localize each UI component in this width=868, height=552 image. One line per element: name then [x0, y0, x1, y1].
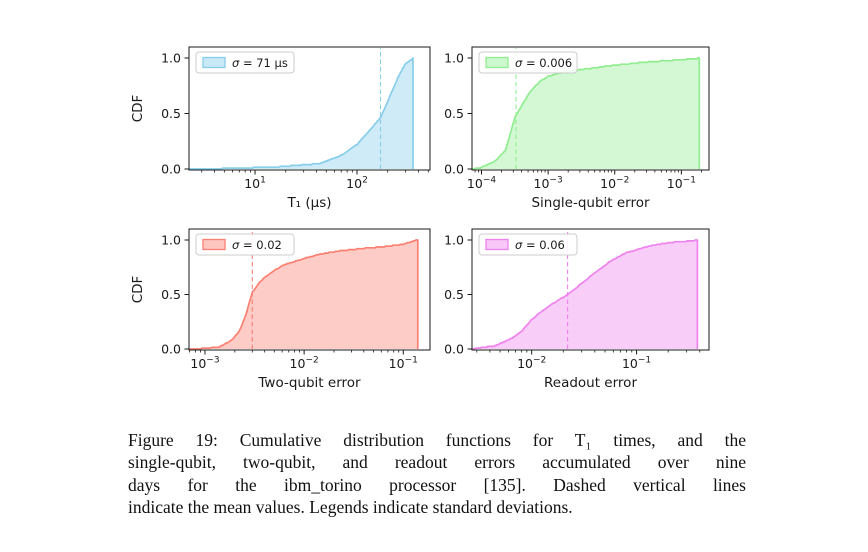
legend: σ = 0.006 [478, 51, 578, 74]
cdf-area [472, 240, 698, 349]
legend-swatch [202, 56, 226, 69]
plot-frame [471, 46, 710, 171]
x-axis-label: Two-qubit error [257, 375, 361, 391]
caption-line: single-qubit, two-qubit, and readout err… [128, 452, 746, 473]
plot-frame [188, 228, 431, 351]
svg-text:1.0: 1.0 [161, 233, 181, 248]
figure-caption: Figure 19: Cumulative distribution funct… [128, 429, 746, 519]
caption-line: Figure 19: Cumulative distribution funct… [128, 430, 746, 450]
svg-text:10−3: 10−3 [190, 356, 219, 372]
svg-text:0.5: 0.5 [161, 106, 181, 121]
cdf-plot-single-qubit-error: 10−4 10−3 10−2 10−1 0.0 0.5 1.0 Single-qubit er… [444, 46, 710, 211]
x-axis-label: Readout error [544, 375, 637, 391]
legend-swatch [202, 238, 226, 251]
svg-text:10−1: 10−1 [389, 356, 418, 372]
svg-text:0.5: 0.5 [444, 287, 464, 302]
svg-text:1.0: 1.0 [444, 233, 464, 248]
svg-text:0.5: 0.5 [444, 106, 464, 121]
legend: σ = 0.06 [478, 233, 578, 256]
legend-label: σ = 0.006 [515, 56, 572, 70]
cdf-plot-t1: 101 102 0.0 0.5 1.0 T₁ (μs) CDF σ = 71 μs [130, 46, 431, 211]
legend-label: σ = 71 μs [232, 56, 288, 70]
svg-text:0.0: 0.0 [161, 342, 181, 357]
cdf-area [189, 240, 418, 349]
svg-text:10−1: 10−1 [667, 176, 696, 192]
svg-text:10−3: 10−3 [534, 176, 563, 192]
x-axis: 101 102 [201, 170, 429, 192]
x-axis: 10−4 10−3 10−2 10−1 [467, 170, 702, 192]
cdf-curve [472, 57, 701, 170]
cdf-curve [472, 239, 699, 350]
legend: σ = 0.02 [195, 233, 295, 256]
legend-swatch [485, 56, 509, 69]
caption-line: indicate the mean values. Legends indica… [128, 497, 573, 518]
svg-text:0.5: 0.5 [161, 287, 181, 302]
x-axis-label: Single-qubit error [531, 195, 650, 211]
svg-text:10−2: 10−2 [290, 356, 319, 372]
svg-text:1.0: 1.0 [161, 51, 181, 66]
svg-text:101: 101 [244, 176, 266, 192]
cdf-plot-two-qubit-error: 10−3 10−2 10−1 0.0 0.5 1.0 Two-qubit error CDF σ… [130, 228, 431, 391]
svg-text:10−4: 10−4 [467, 176, 496, 192]
svg-text:10−2: 10−2 [600, 176, 629, 192]
svg-text:10−2: 10−2 [517, 356, 546, 372]
cdf-curve [189, 57, 414, 170]
cdf-curve [189, 239, 419, 350]
y-axis-label: CDF [130, 95, 146, 123]
legend-label: σ = 0.02 [232, 238, 282, 252]
legend-label: σ = 0.06 [515, 238, 565, 252]
svg-text:0.0: 0.0 [161, 162, 181, 177]
plot-frame [188, 46, 431, 171]
svg-text:10−1: 10−1 [622, 356, 651, 372]
y-axis: 0.0 0.5 1.0 [161, 51, 189, 177]
x-axis: 10−2 10−1 [476, 350, 701, 372]
svg-text:0.0: 0.0 [444, 342, 464, 357]
svg-text:1.0: 1.0 [444, 51, 464, 66]
x-axis: 10−3 10−2 10−1 [189, 350, 418, 372]
legend: σ = 71 μs [195, 51, 295, 74]
y-axis: 0.0 0.5 1.0 [444, 51, 472, 177]
y-axis-label: CDF [130, 276, 146, 304]
plot-frame [471, 228, 710, 351]
legend-swatch [485, 238, 509, 251]
cdf-area [189, 58, 413, 169]
x-axis-label: T₁ (μs) [286, 195, 331, 211]
y-axis: 0.0 0.5 1.0 [161, 233, 189, 357]
caption-line: days for the ibm_torino processor [135].… [128, 474, 746, 495]
svg-text:102: 102 [346, 176, 368, 192]
cdf-area [472, 58, 700, 169]
y-axis: 0.0 0.5 1.0 [444, 233, 472, 357]
svg-text:0.0: 0.0 [444, 162, 464, 177]
cdf-plot-readout-error: 10−2 10−1 0.0 0.5 1.0 Readout error σ = 0.06 [444, 228, 710, 391]
